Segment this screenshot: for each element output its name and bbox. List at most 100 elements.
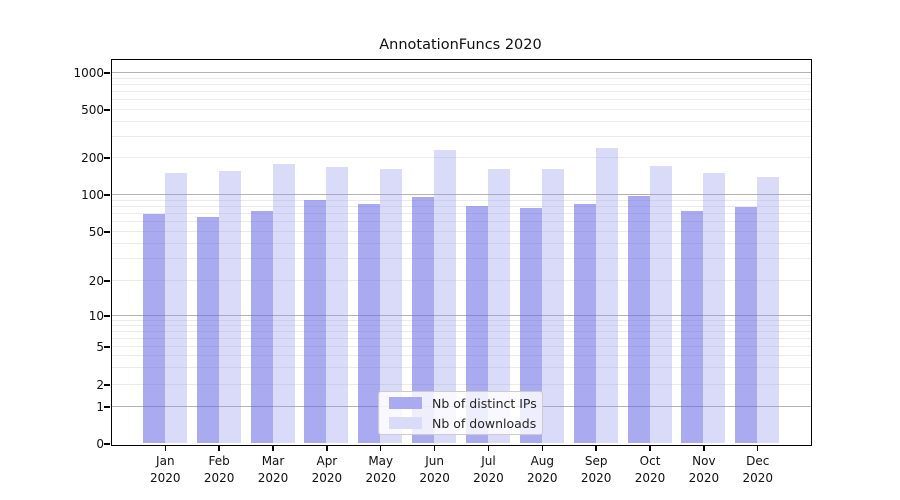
gridline-80 bbox=[111, 205, 811, 207]
y-tick-mark-0 bbox=[104, 443, 110, 445]
gridline-3 bbox=[111, 367, 811, 369]
legend-label-distinct-ips: Nb of distinct IPs bbox=[432, 395, 537, 411]
y-tick-label-10: 10 bbox=[88, 309, 104, 323]
bar-downloads-dec bbox=[757, 176, 780, 444]
bar-distinct-ips-may bbox=[358, 203, 381, 444]
x-tick-label-sep: Sep 2020 bbox=[580, 454, 612, 485]
bar-downloads-jun bbox=[434, 150, 457, 444]
x-tick-label-aug: Aug 2020 bbox=[527, 454, 558, 485]
y-tick-mark-200 bbox=[104, 157, 110, 159]
x-tick-mark-jan bbox=[164, 445, 166, 451]
y-tick-mark-100 bbox=[104, 194, 110, 196]
x-tick-mark-jul bbox=[487, 445, 490, 451]
x-tick-label-oct: Oct 2020 bbox=[634, 454, 666, 485]
bar-downloads-oct bbox=[649, 165, 672, 444]
gridline-8 bbox=[111, 324, 811, 326]
bar-distinct-ips-mar bbox=[250, 210, 273, 444]
bar-downloads-may bbox=[380, 169, 403, 444]
x-tick-mark-nov bbox=[703, 445, 705, 451]
x-tick-mark-oct bbox=[649, 445, 651, 451]
gridline-9 bbox=[111, 319, 811, 321]
legend-item-downloads: Nb of downloads bbox=[379, 415, 542, 431]
gridline-800 bbox=[111, 83, 811, 85]
bar-distinct-ips-sep bbox=[573, 203, 596, 444]
y-tick-label-100: 100 bbox=[81, 188, 104, 202]
bar-distinct-ips-jul bbox=[465, 206, 488, 444]
gridline-70 bbox=[111, 213, 811, 215]
gridline-200 bbox=[111, 157, 811, 158]
y-tick-mark-2 bbox=[104, 384, 110, 386]
y-tick-mark-1000 bbox=[104, 72, 110, 74]
x-tick-label-feb: Feb 2020 bbox=[203, 454, 235, 485]
bar-distinct-ips-feb bbox=[196, 216, 219, 444]
legend-item-distinct-ips: Nb of distinct IPs bbox=[379, 395, 542, 411]
gridline-6 bbox=[111, 337, 811, 339]
legend-label-downloads: Nb of downloads bbox=[432, 415, 537, 431]
gridline-700 bbox=[111, 91, 811, 93]
y-tick-label-0: 0 bbox=[96, 437, 104, 451]
x-tick-label-nov: Nov 2020 bbox=[688, 454, 720, 485]
gridline-30 bbox=[111, 258, 811, 260]
x-tick-label-apr: Apr 2020 bbox=[311, 454, 343, 485]
x-tick-mark-apr bbox=[326, 445, 328, 451]
y-tick-mark-5 bbox=[104, 346, 110, 348]
gridline-60 bbox=[111, 221, 811, 223]
x-tick-mark-aug bbox=[541, 445, 543, 451]
gridline-600 bbox=[111, 99, 811, 101]
bar-distinct-ips-apr bbox=[304, 199, 327, 444]
gridline-10 bbox=[111, 315, 811, 316]
bar-distinct-ips-aug bbox=[519, 208, 542, 444]
y-tick-label-200: 200 bbox=[81, 151, 104, 165]
gridline-100 bbox=[111, 194, 811, 195]
bar-downloads-jan bbox=[164, 172, 187, 444]
legend: Nb of distinct IPs Nb of downloads bbox=[378, 391, 543, 435]
y-tick-mark-50 bbox=[104, 231, 110, 233]
bar-distinct-ips-dec bbox=[735, 207, 758, 444]
y-tick-label-1: 1 bbox=[96, 400, 104, 414]
y-tick-label-5: 5 bbox=[96, 340, 104, 354]
legend-swatch-distinct-ips bbox=[389, 397, 422, 409]
gridline-7 bbox=[111, 330, 811, 332]
gridline-90 bbox=[111, 199, 811, 201]
bar-downloads-jul bbox=[487, 169, 510, 444]
x-tick-label-mar: Mar 2020 bbox=[257, 454, 289, 485]
gridline-4 bbox=[111, 355, 811, 357]
y-tick-mark-10 bbox=[104, 315, 110, 317]
x-tick-mark-may bbox=[380, 445, 382, 451]
y-tick-label-500: 500 bbox=[81, 103, 104, 117]
plot-area bbox=[110, 58, 812, 446]
bar-downloads-mar bbox=[272, 163, 295, 444]
x-tick-mark-dec bbox=[757, 445, 759, 451]
gridline-20 bbox=[111, 280, 811, 281]
x-tick-mark-jun bbox=[433, 445, 436, 451]
gridline-300 bbox=[111, 135, 811, 137]
gridline-500 bbox=[111, 109, 811, 110]
bar-distinct-ips-nov bbox=[681, 211, 704, 444]
y-tick-label-1000: 1000 bbox=[73, 66, 104, 80]
bar-downloads-nov bbox=[703, 172, 726, 444]
gridline-40 bbox=[111, 242, 811, 244]
legend-swatch-downloads bbox=[389, 417, 422, 429]
bar-distinct-ips-jan bbox=[142, 213, 165, 444]
bar-distinct-ips-oct bbox=[627, 196, 650, 444]
y-tick-mark-20 bbox=[104, 280, 110, 282]
bar-downloads-feb bbox=[218, 170, 241, 444]
bar-downloads-apr bbox=[326, 166, 349, 444]
bar-downloads-sep bbox=[595, 148, 618, 444]
y-tick-label-20: 20 bbox=[88, 274, 104, 288]
gridline-900 bbox=[111, 77, 811, 79]
gridline-1000 bbox=[111, 72, 811, 73]
chart-title: AnnotationFuncs 2020 bbox=[379, 37, 542, 53]
x-tick-mark-mar bbox=[272, 445, 274, 451]
x-tick-label-jul: Jul 2020 bbox=[473, 454, 504, 485]
x-tick-label-dec: Dec 2020 bbox=[742, 454, 774, 485]
y-tick-label-50: 50 bbox=[88, 225, 104, 239]
x-tick-mark-feb bbox=[218, 445, 220, 451]
bar-distinct-ips-jun bbox=[412, 196, 435, 444]
x-tick-label-jun: Jun 2020 bbox=[419, 454, 450, 485]
bar-downloads-aug bbox=[541, 168, 564, 444]
y-tick-label-2: 2 bbox=[96, 378, 104, 392]
gridline-2 bbox=[111, 384, 811, 385]
gridline-5 bbox=[111, 346, 811, 347]
